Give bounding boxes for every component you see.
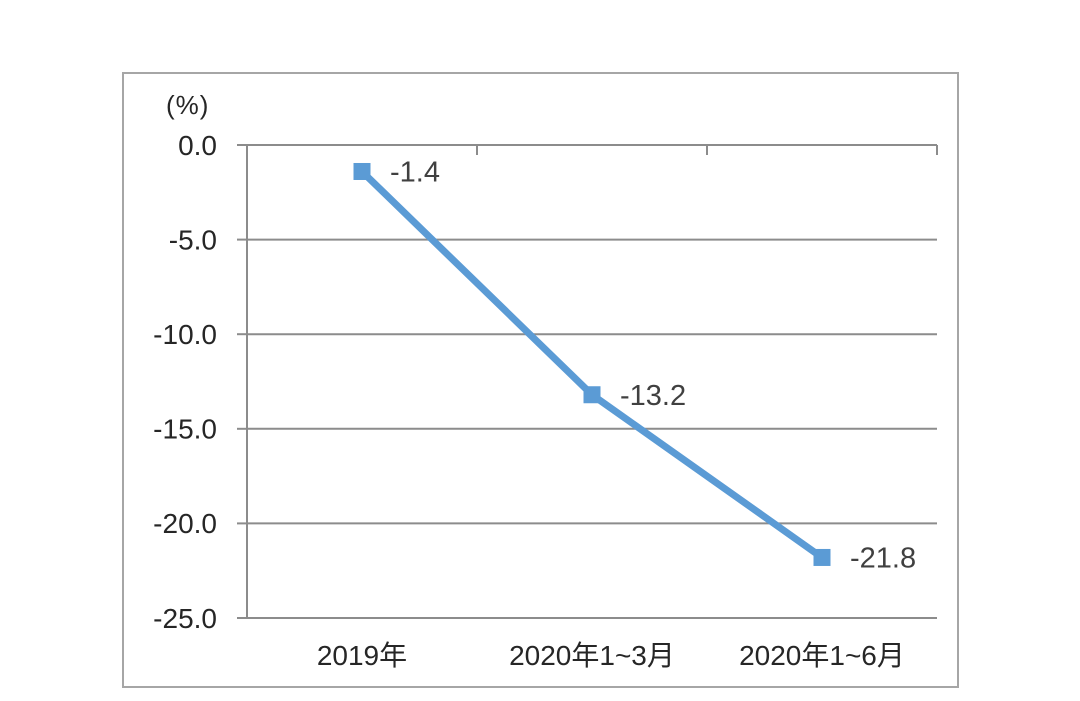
y-tick-label: -10.0 [153,319,217,350]
data-label: -1.4 [390,157,440,189]
data-point-marker [583,386,601,404]
y-tick-label: -5.0 [169,224,217,255]
x-axis-label: 2020年1~3月 [509,640,675,671]
chart-frame: (%) 0.0 -5.0 -10.0 -15.0 -20.0 -25.0 -1.4 -13.2… [122,72,959,688]
x-axis-label: 2019年 [317,640,407,671]
y-tick-label: -15.0 [153,414,217,445]
y-tick-label: -20.0 [153,508,217,539]
line-chart: 0.0 -5.0 -10.0 -15.0 -20.0 -25.0 -1.4 -13.2 -21.… [153,130,938,671]
x-axis-label: 2020年1~6月 [739,640,905,671]
data-label: -21.8 [850,543,916,575]
y-tick-label: 0.0 [178,130,217,161]
data-label: -13.2 [620,380,686,412]
y-axis-unit-label: (%) [166,90,210,120]
y-tick-label: -25.0 [153,603,217,634]
series-line [359,168,825,561]
data-point-marker [353,162,371,180]
data-point-marker [813,548,831,566]
